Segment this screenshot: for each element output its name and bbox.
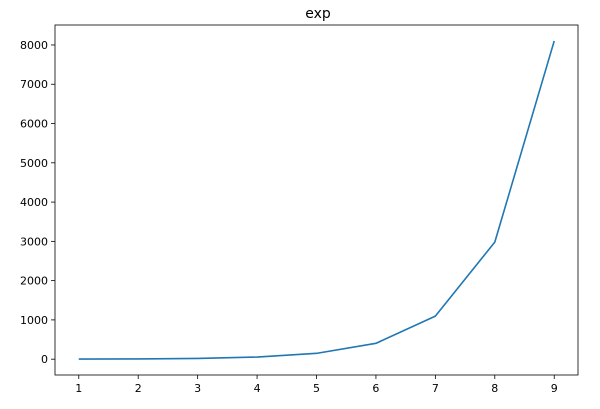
y-tick-label: 8000 — [20, 39, 48, 52]
x-tick-label: 2 — [135, 382, 142, 395]
x-tick-label: 1 — [75, 382, 82, 395]
y-tick-label: 7000 — [20, 78, 48, 91]
x-tick-label: 8 — [491, 382, 498, 395]
x-tick-label: 5 — [313, 382, 320, 395]
x-tick-label: 9 — [551, 382, 558, 395]
chart-title: exp — [305, 6, 331, 22]
y-tick-label: 5000 — [20, 157, 48, 170]
y-tick-label: 6000 — [20, 118, 48, 131]
series-line-0 — [78, 40, 555, 360]
plot-area — [78, 40, 555, 360]
y-tick-label: 4000 — [20, 196, 48, 209]
x-tick-label: 7 — [432, 382, 439, 395]
axes-frame — [54, 24, 579, 376]
y-tick-label: 3000 — [20, 235, 48, 248]
x-tick-label: 3 — [194, 382, 201, 395]
y-tick-label: 1000 — [20, 314, 48, 327]
y-tick-label: 0 — [41, 353, 48, 366]
x-tick-label: 6 — [372, 382, 379, 395]
y-tick-label: 2000 — [20, 275, 48, 288]
axes: 1 2 3 4 5 6 7 8 9 0 1000 2000 3000 4000 5000 6000 7000 80… — [20, 24, 579, 395]
x-tick-label: 4 — [254, 382, 261, 395]
